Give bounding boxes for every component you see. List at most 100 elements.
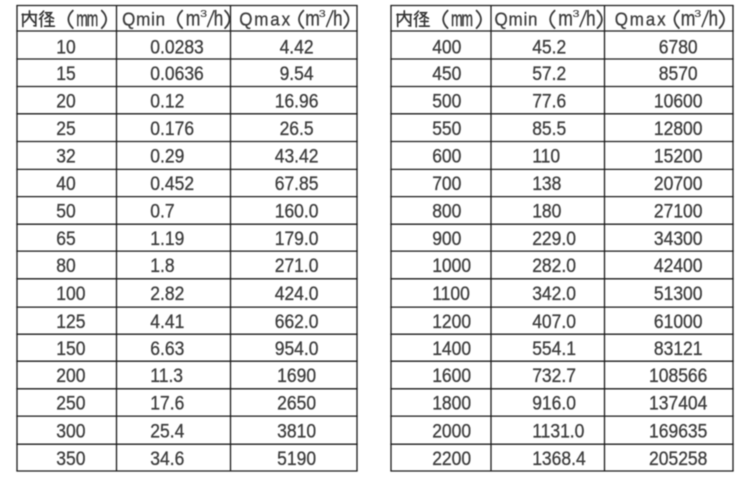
svg-text:Qmin: Qmin [495, 9, 539, 30]
svg-text:205258: 205258 [649, 447, 707, 469]
svg-text:800: 800 [432, 200, 461, 222]
svg-text:400: 400 [432, 35, 461, 57]
svg-text:8570: 8570 [659, 62, 698, 84]
svg-text:2200: 2200 [432, 447, 471, 469]
svg-text:1368.4: 1368.4 [532, 447, 585, 469]
svg-text:6780: 6780 [659, 35, 698, 57]
svg-text:0.12: 0.12 [150, 89, 184, 111]
svg-text:342.0: 342.0 [532, 282, 576, 304]
svg-text:m: m [186, 7, 201, 31]
svg-text:108566: 108566 [649, 364, 707, 386]
svg-text:51300: 51300 [654, 282, 703, 304]
svg-text:25: 25 [56, 117, 75, 139]
svg-text:61000: 61000 [654, 310, 703, 332]
svg-text:3: 3 [573, 9, 580, 20]
svg-text:45.2: 45.2 [532, 35, 566, 57]
svg-text:m: m [681, 7, 696, 31]
svg-text:27100: 27100 [654, 200, 703, 222]
svg-text:17.6: 17.6 [150, 392, 184, 414]
svg-text:3: 3 [694, 9, 701, 20]
svg-text:0.0636: 0.0636 [150, 62, 203, 84]
svg-text:Qmax: Qmax [615, 9, 668, 30]
svg-text:25.4: 25.4 [150, 419, 184, 441]
svg-text:900: 900 [432, 227, 461, 249]
svg-text:43.42: 43.42 [275, 145, 319, 167]
svg-text:11.3: 11.3 [150, 364, 183, 386]
svg-text:m: m [558, 7, 573, 31]
svg-text:20: 20 [56, 89, 75, 111]
svg-text:6.63: 6.63 [150, 337, 184, 359]
svg-text:350: 350 [56, 447, 85, 469]
svg-text:732.7: 732.7 [532, 364, 576, 386]
svg-text:229.0: 229.0 [532, 227, 576, 249]
svg-text:200: 200 [56, 364, 85, 386]
svg-text:1400: 1400 [432, 337, 471, 359]
svg-text:3: 3 [319, 9, 326, 20]
svg-text:67.85: 67.85 [275, 172, 319, 194]
svg-text:40: 40 [56, 172, 75, 194]
svg-text:137404: 137404 [649, 392, 707, 414]
svg-text:954.0: 954.0 [275, 337, 319, 359]
svg-text:300: 300 [56, 419, 85, 441]
svg-text:4.41: 4.41 [150, 310, 184, 332]
svg-text:10: 10 [56, 35, 75, 57]
svg-text:Qmax: Qmax [239, 9, 292, 30]
svg-text:1.19: 1.19 [150, 227, 184, 249]
svg-text:4.42: 4.42 [280, 35, 314, 57]
svg-text:3: 3 [200, 9, 207, 20]
svg-text:271.0: 271.0 [275, 254, 319, 276]
svg-text:12800: 12800 [654, 117, 703, 139]
svg-text:700: 700 [432, 172, 461, 194]
svg-text:150: 150 [56, 337, 85, 359]
svg-text:1800: 1800 [432, 392, 471, 414]
svg-text:138: 138 [532, 172, 561, 194]
svg-text:9.54: 9.54 [280, 62, 314, 84]
svg-text:916.0: 916.0 [532, 392, 576, 414]
svg-text:554.1: 554.1 [532, 337, 576, 359]
svg-text:1100: 1100 [432, 282, 470, 304]
svg-text:282.0: 282.0 [532, 254, 576, 276]
svg-text:2000: 2000 [432, 419, 471, 441]
svg-text:662.0: 662.0 [275, 310, 319, 332]
svg-text:0.452: 0.452 [150, 172, 194, 194]
svg-text:20700: 20700 [654, 172, 703, 194]
svg-text:600: 600 [432, 145, 461, 167]
svg-text:450: 450 [432, 62, 461, 84]
svg-text:100: 100 [56, 282, 85, 304]
svg-text:m: m [461, 7, 473, 31]
svg-text:Qmin: Qmin [122, 9, 166, 30]
svg-text:3810: 3810 [277, 419, 316, 441]
svg-text:0.176: 0.176 [150, 117, 194, 139]
svg-text:77.6: 77.6 [532, 89, 566, 111]
svg-text:m: m [305, 7, 320, 31]
svg-text:1.8: 1.8 [150, 254, 174, 276]
svg-text:0.0283: 0.0283 [150, 35, 203, 57]
svg-text:1200: 1200 [432, 310, 471, 332]
svg-text:179.0: 179.0 [275, 227, 319, 249]
svg-text:h: h [214, 8, 223, 31]
svg-text:26.5: 26.5 [280, 117, 314, 139]
svg-text:550: 550 [432, 117, 461, 139]
svg-text:h: h [709, 8, 718, 31]
svg-text:500: 500 [432, 89, 461, 111]
svg-text:15200: 15200 [654, 145, 703, 167]
svg-text:42400: 42400 [654, 254, 703, 276]
svg-text:34300: 34300 [654, 227, 703, 249]
svg-text:34.6: 34.6 [150, 447, 184, 469]
svg-text:m: m [87, 7, 99, 31]
svg-text:125: 125 [56, 310, 85, 332]
svg-text:160.0: 160.0 [275, 200, 319, 222]
svg-text:250: 250 [56, 392, 85, 414]
svg-text:57.2: 57.2 [532, 62, 566, 84]
svg-text:83121: 83121 [654, 337, 703, 359]
svg-text:2.82: 2.82 [150, 282, 184, 304]
svg-text:50: 50 [56, 200, 75, 222]
svg-text:1690: 1690 [277, 364, 316, 386]
svg-text:5190: 5190 [277, 447, 316, 469]
svg-text:32: 32 [56, 145, 75, 167]
svg-text:2650: 2650 [277, 392, 316, 414]
svg-text:h: h [586, 8, 595, 31]
svg-text:10600: 10600 [654, 89, 703, 111]
svg-text:0.29: 0.29 [150, 145, 184, 167]
svg-text:180: 180 [532, 200, 561, 222]
